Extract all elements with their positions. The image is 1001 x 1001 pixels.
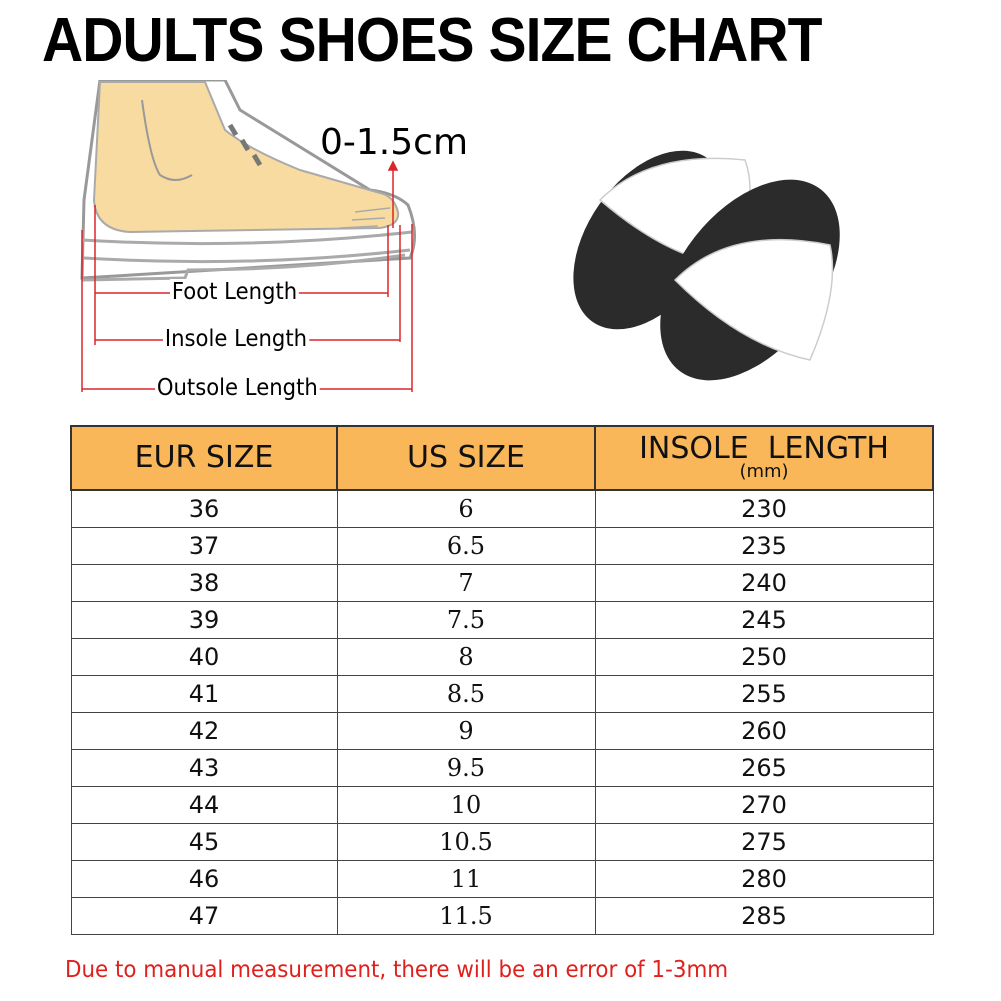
table-row: 45 10.5 275 (70, 822, 934, 861)
table-row: 44 10 270 (70, 785, 934, 824)
us-size-cell: 7 (336, 563, 596, 602)
us-size-cell: 10.5 (336, 822, 596, 861)
insole-length-cell: 275 (594, 822, 934, 861)
eur-size-cell: 43 (70, 748, 338, 787)
table-row: 46 11 280 (70, 859, 934, 898)
insole-length-cell: 230 (594, 489, 934, 528)
foot-length-label: Foot Length (170, 279, 300, 306)
measurement-note: Due to manual measurement, there will be… (65, 957, 729, 983)
us-size-cell: 6 (336, 489, 596, 528)
table-row: 37 6.5 235 (70, 526, 934, 565)
sandal-right (660, 179, 840, 381)
insole-length-cell: 245 (594, 600, 934, 639)
insole-length-cell: 280 (594, 859, 934, 898)
toe-gap-label: 0-1.5cm (320, 122, 469, 163)
eur-size-cell: 36 (70, 489, 338, 528)
eur-size-cell: 46 (70, 859, 338, 898)
eur-size-cell: 41 (70, 674, 338, 713)
table-row: 47 11.5 285 (70, 896, 934, 935)
table-row: 41 8.5 255 (70, 674, 934, 713)
insole-length-cell: 255 (594, 674, 934, 713)
insole-length-label: Insole Length (163, 326, 309, 353)
table-row: 38 7 240 (70, 563, 934, 602)
table-header-row: EUR SIZE US SIZE INSOLE LENGTH (mm) (70, 425, 934, 491)
insole-length-cell: 250 (594, 637, 934, 676)
us-size-cell: 10 (336, 785, 596, 824)
insole-length-cell: 285 (594, 896, 934, 935)
us-size-cell: 9.5 (336, 748, 596, 787)
shoe-sole (81, 230, 413, 282)
measurement-arrows (81, 160, 413, 392)
header-us-size: US SIZE (336, 425, 596, 491)
foot-in-shoe-diagram (80, 80, 416, 392)
eur-size-cell: 47 (70, 896, 338, 935)
page-title: ADULTS SHOES SIZE CHART (42, 6, 822, 75)
size-chart-table: EUR SIZE US SIZE INSOLE LENGTH (mm) 36 6 23… (70, 425, 934, 935)
insole-length-cell: 270 (594, 785, 934, 824)
slide-sandals-image (573, 150, 840, 381)
eur-size-cell: 44 (70, 785, 338, 824)
table-row: 40 8 250 (70, 637, 934, 676)
outsole-length-label: Outsole Length (155, 375, 320, 402)
eur-size-cell: 38 (70, 563, 338, 602)
us-size-cell: 9 (336, 711, 596, 750)
us-size-cell: 6.5 (336, 526, 596, 565)
insole-length-cell: 240 (594, 563, 934, 602)
eur-size-cell: 40 (70, 637, 338, 676)
eur-size-cell: 45 (70, 822, 338, 861)
header-eur-size: EUR SIZE (70, 425, 338, 491)
eur-size-cell: 37 (70, 526, 338, 565)
insole-length-cell: 235 (594, 526, 934, 565)
foot-shape (92, 81, 400, 234)
us-size-cell: 11.5 (336, 896, 596, 935)
us-size-cell: 11 (336, 859, 596, 898)
table-row: 36 6 230 (70, 489, 934, 528)
us-size-cell: 7.5 (336, 600, 596, 639)
us-size-cell: 8 (336, 637, 596, 676)
eur-size-cell: 39 (70, 600, 338, 639)
insole-length-cell: 265 (594, 748, 934, 787)
header-insole-length: INSOLE LENGTH (mm) (594, 425, 934, 491)
insole-length-cell: 260 (594, 711, 934, 750)
table-row: 39 7.5 245 (70, 600, 934, 639)
eur-size-cell: 42 (70, 711, 338, 750)
header-insole-label: INSOLE LENGTH (639, 431, 889, 466)
table-row: 42 9 260 (70, 711, 934, 750)
us-size-cell: 8.5 (336, 674, 596, 713)
table-row: 43 9.5 265 (70, 748, 934, 787)
header-unit: (mm) (739, 461, 789, 482)
